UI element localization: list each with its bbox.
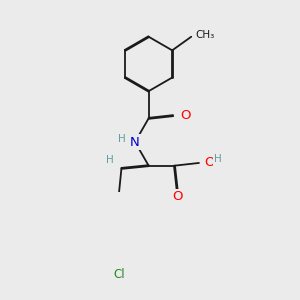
Text: N: N — [130, 136, 140, 148]
Text: H: H — [106, 155, 113, 165]
Text: O: O — [172, 190, 182, 203]
Text: Cl: Cl — [113, 268, 124, 281]
Text: O: O — [180, 109, 190, 122]
Text: H: H — [214, 154, 222, 164]
Text: H: H — [118, 134, 125, 144]
Text: O: O — [204, 157, 215, 169]
Text: CH₃: CH₃ — [195, 30, 214, 40]
